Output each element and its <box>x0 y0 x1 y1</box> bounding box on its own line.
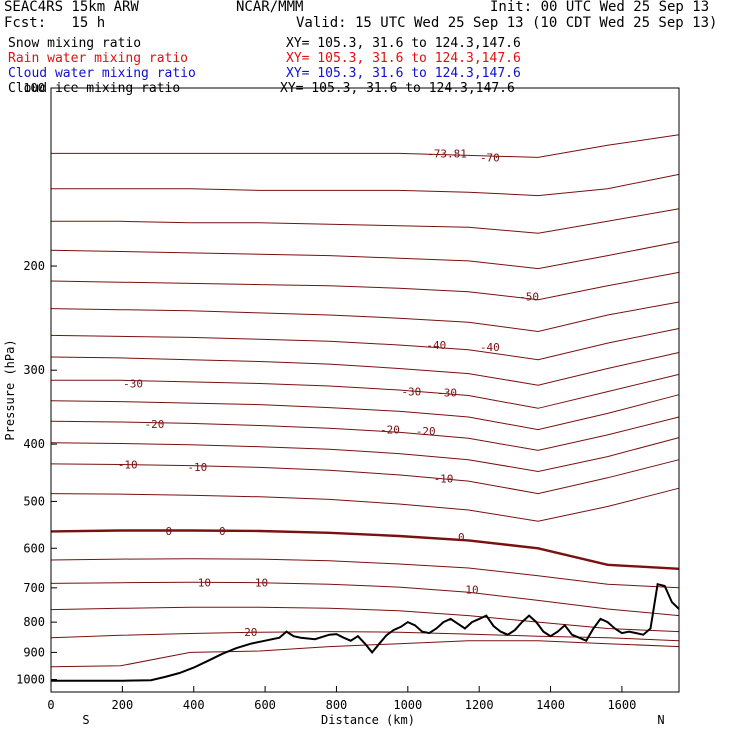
y-tick-label: 300 <box>23 363 45 377</box>
contour-line <box>50 394 680 431</box>
y-tick-label: 200 <box>23 259 45 273</box>
contour-line <box>50 558 680 589</box>
y-tick-label: 600 <box>23 541 45 555</box>
contour-line <box>50 606 680 633</box>
contour-label: -30 <box>123 378 143 391</box>
contour-labels: -73.81 -70 -50 -40 -40 -30 -30 -30 -20 -20 -20 -10 -… <box>118 147 539 639</box>
x-end-label-north: N <box>657 713 664 727</box>
contour-label: -10 <box>187 461 207 474</box>
x-tick-label: 600 <box>254 698 276 712</box>
contour-line <box>51 173 680 197</box>
legend-cloudwater-xy: XY= 105.3, 31.6 to 124.3,147.6 <box>286 66 521 81</box>
plot-frame <box>50 87 680 693</box>
valid-time: Valid: 15 UTC Wed 25 Sep 13 (10 CDT Wed … <box>296 15 718 31</box>
x-tick-label: 1600 <box>607 698 636 712</box>
x-end-label-south: S <box>82 713 89 727</box>
init-time: Init: 00 UTC Wed 25 Sep 13 <box>490 0 710 15</box>
model-title: SEAC4RS 15km ARW <box>4 0 139 15</box>
contour-line <box>50 581 680 617</box>
contour-label: -10 <box>118 458 138 471</box>
contour-label: -30 <box>401 386 421 399</box>
contour-line <box>50 459 680 495</box>
contour-line <box>50 640 680 668</box>
terrain-line <box>51 582 680 682</box>
contour-label: 10 <box>255 577 268 590</box>
y-axis-title: Pressure (hPa) <box>3 339 17 440</box>
x-tick-label: 800 <box>326 698 348 712</box>
x-axis-ticks: 0 200 400 600 800 1000 1200 1400 1600 <box>47 686 636 712</box>
x-tick-label: 1000 <box>393 698 422 712</box>
y-tick-label: 500 <box>23 494 45 508</box>
contour-label: -20 <box>380 424 400 437</box>
legend-rain-label: Rain water mixing ratio <box>8 51 189 66</box>
legend-rain-xy: XY= 105.3, 31.6 to 124.3,147.6 <box>286 51 521 66</box>
x-tick-label: 1400 <box>536 698 565 712</box>
contour-line <box>50 416 680 451</box>
contour-label: -20 <box>145 418 165 431</box>
x-axis-title: Distance (km) <box>321 713 415 727</box>
contour-label: 10 <box>465 584 478 597</box>
temperature-contours <box>50 134 680 668</box>
contour-label: 10 <box>198 576 211 589</box>
contour-label: -50 <box>519 290 539 303</box>
x-tick-label: 0 <box>47 698 54 712</box>
contour-label: -10 <box>434 472 454 485</box>
contour-line <box>51 208 680 234</box>
contour-line <box>51 373 680 409</box>
y-tick-label: 1000 <box>16 672 45 686</box>
contour-line <box>50 241 680 270</box>
contour-line <box>50 352 680 386</box>
y-tick-label: 700 <box>23 581 45 595</box>
contour-label: 0 <box>458 531 465 544</box>
org-label: NCAR/MMM <box>236 0 304 15</box>
x-tick-label: 400 <box>183 698 205 712</box>
x-tick-label: 200 <box>112 698 134 712</box>
contour-line <box>50 301 680 333</box>
contour-label: -40 <box>480 341 500 354</box>
contour-label: -30 <box>437 386 457 399</box>
contour-line <box>50 271 680 301</box>
contour-line <box>50 437 680 473</box>
contour-label: -73.81 <box>427 147 467 160</box>
terrain-profile <box>51 582 680 682</box>
contour-label: -70 <box>480 151 500 164</box>
contour-line <box>50 631 680 642</box>
forecast-hour: Fcst: 15 h <box>4 15 106 31</box>
contour-line <box>50 487 680 522</box>
contour-line <box>50 328 680 361</box>
y-tick-label: 400 <box>23 437 45 451</box>
x-tick-label: 1200 <box>465 698 494 712</box>
contour-label: 0 <box>165 525 172 538</box>
y-tick-label: 100 <box>23 81 45 95</box>
legend-cloudwater-label: Cloud water mixing ratio <box>8 66 196 81</box>
legend-snow-label: Snow mixing ratio <box>8 36 142 51</box>
contour-label: -20 <box>416 425 436 438</box>
legend-snow-xy: XY= 105.3, 31.6 to 124.3,147.6 <box>286 36 521 51</box>
y-tick-label: 800 <box>23 615 45 629</box>
y-axis-ticks: 100 200 300 400 500 600 700 800 900 1000 <box>16 81 57 686</box>
contour-line <box>51 134 680 158</box>
contour-label: -40 <box>426 339 446 352</box>
contour-label: 0 <box>219 525 226 538</box>
contour-line <box>50 529 680 570</box>
y-tick-label: 900 <box>23 645 45 659</box>
contour-label: 20 <box>244 626 257 639</box>
